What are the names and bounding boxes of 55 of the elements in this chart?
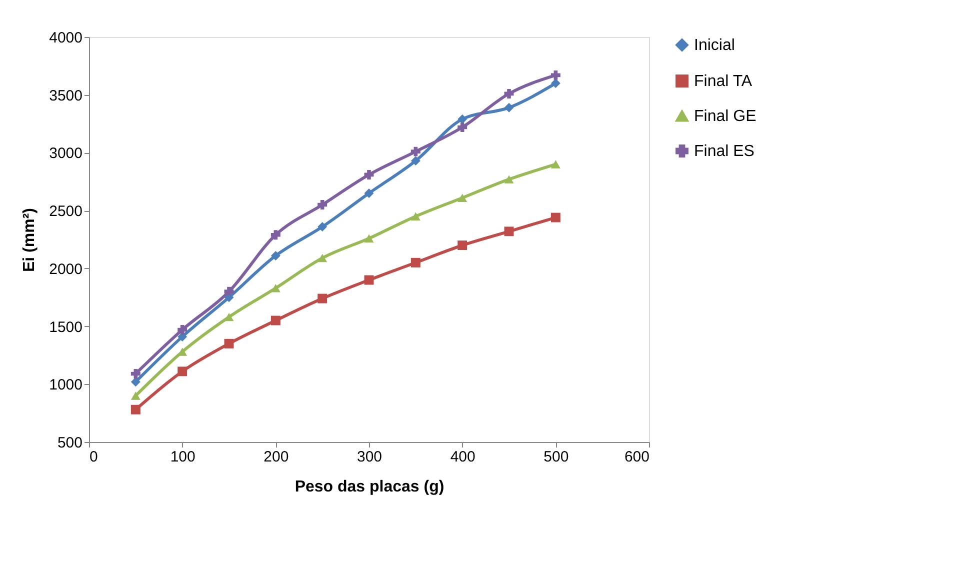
y-tick-label: 1500	[49, 318, 82, 336]
y-tick-label: 3000	[49, 145, 82, 162]
point	[270, 230, 280, 240]
point	[270, 284, 280, 292]
point	[550, 212, 560, 222]
point	[458, 194, 468, 202]
point	[410, 146, 420, 156]
x-axis-title: Peso das placas (g)	[294, 478, 444, 496]
point	[318, 294, 328, 304]
x-tick-label: 300	[356, 448, 382, 466]
x-tick-label: 200	[264, 448, 289, 466]
x-tick-label: 500	[544, 448, 569, 466]
point	[130, 392, 140, 400]
y-tick-label: 2000	[49, 260, 82, 278]
point	[550, 70, 560, 80]
point	[364, 188, 374, 198]
point	[364, 170, 374, 180]
point	[504, 88, 514, 98]
point	[130, 404, 140, 414]
y-axis-title: Ei (mm²)	[21, 208, 38, 272]
y-tick-label: 2500	[49, 203, 82, 220]
point	[130, 377, 140, 387]
point	[178, 325, 188, 334]
point	[504, 175, 514, 184]
legend-label: Final ES	[694, 143, 754, 160]
point	[270, 316, 280, 326]
point	[224, 312, 234, 322]
point	[318, 222, 328, 232]
point	[504, 102, 514, 112]
y-tick-label: 4000	[49, 30, 82, 46]
point	[504, 226, 514, 236]
point	[224, 338, 234, 348]
x-tick-label: 0	[90, 448, 98, 466]
y-tick-label: 500	[57, 434, 82, 452]
point	[550, 78, 560, 88]
y-tick-label: 3500	[49, 87, 82, 104]
point	[410, 156, 420, 166]
x-tick-label: 400	[450, 448, 476, 466]
legend-label: Final TA	[694, 73, 752, 90]
point	[270, 250, 280, 260]
point	[318, 200, 328, 210]
legend-label: Inicial	[694, 37, 735, 54]
point	[410, 258, 420, 268]
point	[410, 212, 420, 220]
point	[458, 114, 468, 124]
y-tick-label: 1000	[49, 376, 82, 394]
point	[458, 240, 468, 250]
x-tick-label: 600	[624, 448, 650, 466]
legend-label: Final GE	[694, 108, 756, 125]
x-tick-label: 100	[170, 448, 196, 466]
point	[458, 122, 468, 132]
point	[130, 368, 140, 378]
point	[550, 160, 560, 168]
point	[318, 254, 328, 262]
point	[178, 366, 188, 376]
